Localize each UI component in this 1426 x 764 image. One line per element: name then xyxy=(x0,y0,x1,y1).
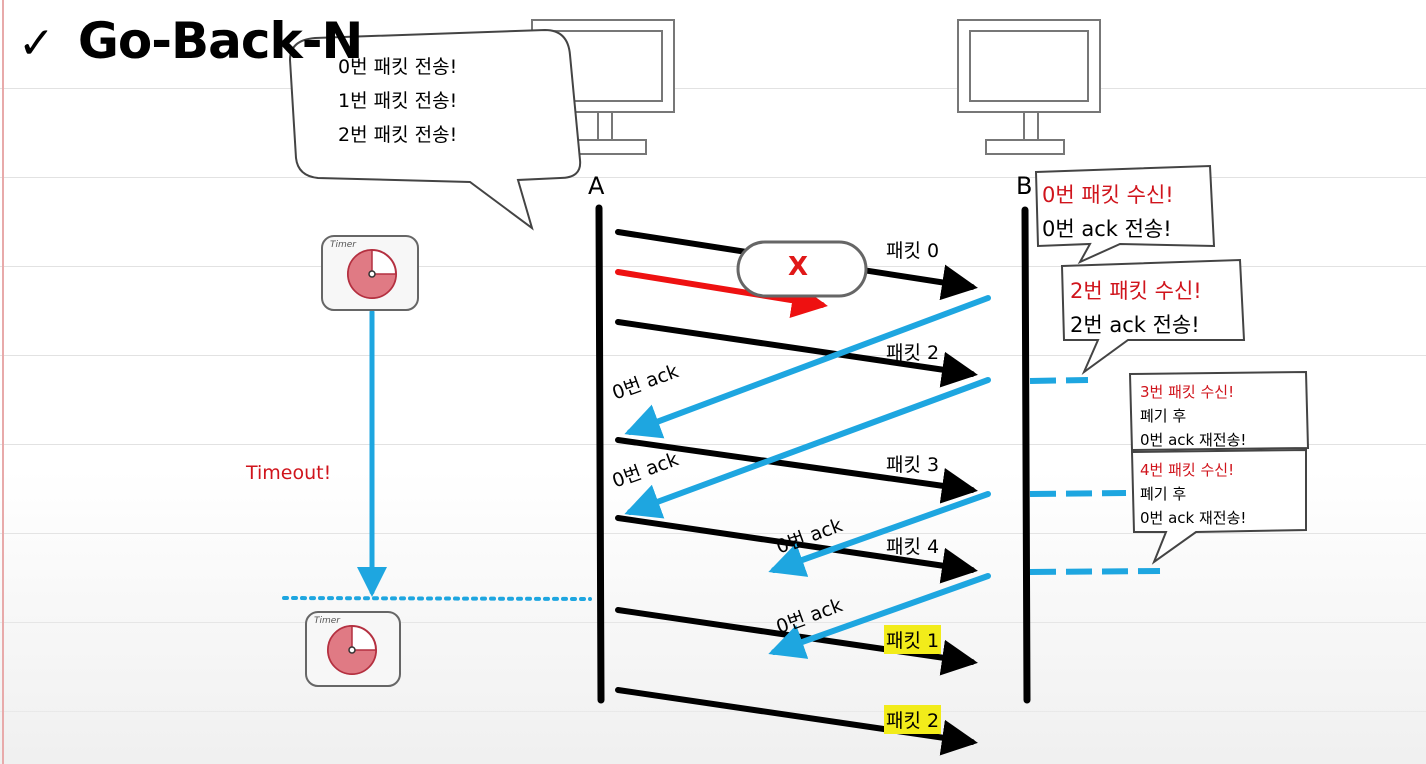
check-icon: ✓ xyxy=(18,18,55,69)
sender-bubble-text: 0번 패킷 전송! 1번 패킷 전송! 2번 패킷 전송! xyxy=(338,50,457,152)
receiver-bubble-3-text: 3번 패킷 수신! 폐기 후 0번 ack 재전송! xyxy=(1140,380,1246,452)
packet-2-resend-label: 패킷 2 xyxy=(884,705,942,734)
packet-2-arrow xyxy=(615,319,978,388)
sender-line-0: 0번 패킷 전송! xyxy=(338,56,458,78)
receiver-3-line2: 폐기 후 xyxy=(1140,407,1187,425)
receiver-4-line1: 4번 패킷 수신! xyxy=(1140,461,1235,479)
packet-4-label: 패킷 4 xyxy=(886,536,940,558)
receiver-2-line1: 2번 패킷 수신! xyxy=(1070,279,1202,303)
receiver-4-line2: 폐기 후 xyxy=(1140,485,1187,503)
computer-b-icon xyxy=(957,19,1101,155)
timeline-a xyxy=(595,204,605,704)
receiver-2-line2: 2번 ack 전송! xyxy=(1070,313,1200,337)
receiver-4-line3: 0번 ack 재전송! xyxy=(1140,509,1247,527)
host-a-label: A xyxy=(588,172,605,200)
sender-speech-bubble xyxy=(288,28,582,231)
receiver-bubble-4-text: 4번 패킷 수신! 폐기 후 0번 ack 재전송! xyxy=(1140,458,1246,530)
receiver-bubble-1-text: 0번 패킷 수신! 0번 ack 전송! xyxy=(1042,178,1174,246)
receiver-1-line2: 0번 ack 전송! xyxy=(1042,217,1172,241)
timer-icon xyxy=(321,235,419,311)
ack-arrow-3 xyxy=(768,491,991,577)
receiver-bubble-1 xyxy=(1034,164,1216,265)
host-b-label: B xyxy=(1016,172,1033,200)
receiver-3-line3: 0번 ack 재전송! xyxy=(1140,431,1247,449)
timeout-dotted-line xyxy=(282,596,592,601)
sender-line-1: 1번 패킷 전송! xyxy=(338,90,458,112)
dash-connector-4 xyxy=(1029,568,1161,575)
timeline-b xyxy=(1021,206,1031,704)
ack-arrow-4 xyxy=(768,573,991,659)
loss-capsule xyxy=(736,240,868,298)
timer-restart-label: Timer xyxy=(314,616,341,626)
receiver-bubble-4 xyxy=(1130,448,1307,565)
receiver-1-line1: 0번 패킷 수신! xyxy=(1042,183,1174,207)
ack-arrow-1 xyxy=(624,295,991,439)
dash-connector-3 xyxy=(1029,490,1127,497)
page-title: ✓ Go-Back-N xyxy=(18,12,363,70)
timeout-label: Timeout! xyxy=(246,462,332,484)
receiver-bubble-2-text: 2번 패킷 수신! 2번 ack 전송! xyxy=(1070,274,1202,342)
dash-connector-2 xyxy=(1029,377,1089,384)
margin-line xyxy=(2,0,4,764)
lost-x-mark: X xyxy=(788,252,809,282)
packet-3-arrow xyxy=(615,437,978,504)
packet-1-resend-label: 패킷 1 xyxy=(884,625,942,654)
packet-3-label: 패킷 3 xyxy=(886,454,940,476)
packet-2-label: 패킷 2 xyxy=(886,342,940,364)
packet-0-label: 패킷 0 xyxy=(886,240,940,262)
sender-line-2: 2번 패킷 전송! xyxy=(338,124,458,146)
ack-arrow-2 xyxy=(624,377,991,519)
receiver-3-line1: 3번 패킷 수신! xyxy=(1140,383,1235,401)
title-text: Go-Back-N xyxy=(77,12,363,70)
receiver-bubble-2 xyxy=(1060,258,1246,375)
receiver-bubble-3 xyxy=(1128,370,1310,452)
lost-packet-arrow xyxy=(615,269,828,318)
timer-label: Timer xyxy=(330,240,357,250)
timer-restart-icon xyxy=(305,611,401,687)
